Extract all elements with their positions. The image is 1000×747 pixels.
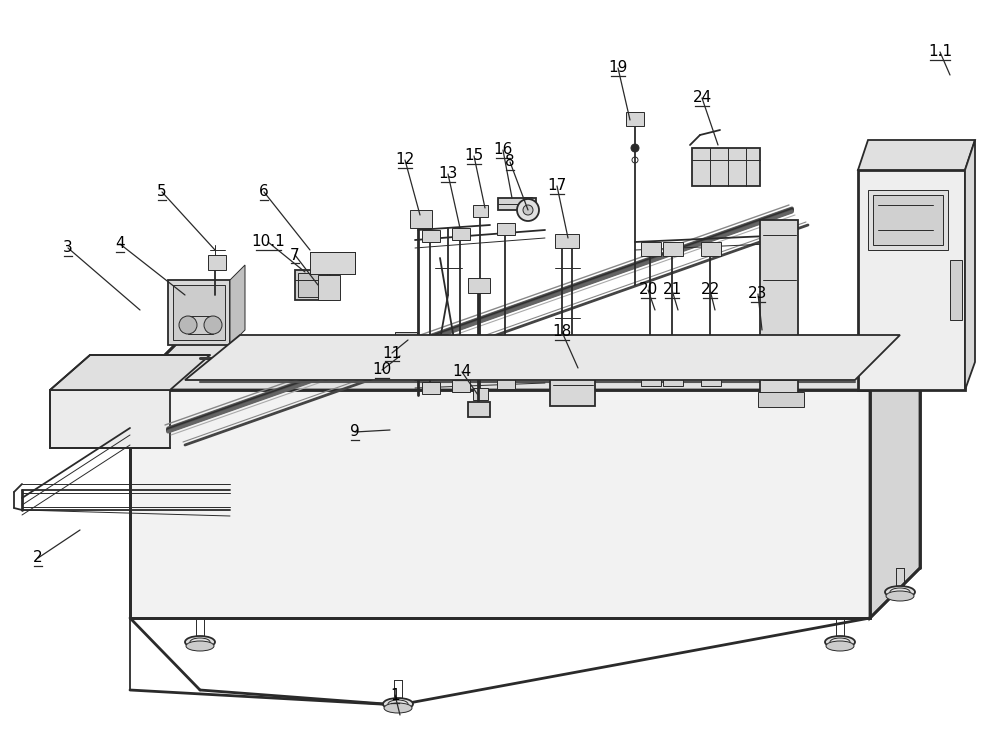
Text: 23: 23 [748,287,768,302]
Polygon shape [173,285,225,340]
Text: 20: 20 [638,282,658,297]
Polygon shape [422,382,440,394]
Polygon shape [497,377,515,389]
Polygon shape [701,242,721,256]
Polygon shape [497,223,515,235]
Ellipse shape [523,205,533,215]
Polygon shape [295,270,330,300]
Polygon shape [185,335,900,380]
Polygon shape [641,372,661,386]
Polygon shape [130,390,870,618]
Text: 14: 14 [452,365,472,379]
Polygon shape [168,280,230,345]
Text: 10.1: 10.1 [251,235,285,249]
Polygon shape [473,388,488,400]
Polygon shape [452,228,470,240]
Ellipse shape [826,641,854,651]
Polygon shape [50,355,210,390]
Polygon shape [870,340,920,618]
Polygon shape [422,230,440,242]
Polygon shape [310,252,355,274]
Text: 12: 12 [395,152,415,167]
Text: 7: 7 [290,247,300,262]
Text: 3: 3 [63,241,73,255]
Polygon shape [950,260,962,320]
Polygon shape [130,340,920,390]
Polygon shape [410,210,432,228]
Polygon shape [395,332,417,352]
Polygon shape [965,140,975,390]
Ellipse shape [179,316,197,334]
Ellipse shape [185,636,215,648]
Polygon shape [298,273,327,297]
Polygon shape [498,198,536,210]
Polygon shape [641,242,661,256]
Polygon shape [760,220,798,395]
Ellipse shape [186,641,214,651]
Text: 9: 9 [350,424,360,439]
Ellipse shape [825,636,855,648]
Polygon shape [758,392,804,407]
Ellipse shape [383,698,413,710]
Ellipse shape [204,316,222,334]
Polygon shape [318,275,340,300]
Ellipse shape [517,199,539,221]
Ellipse shape [886,591,914,601]
Text: 1: 1 [390,687,400,702]
Polygon shape [390,348,422,378]
Polygon shape [663,242,683,256]
Polygon shape [873,195,943,245]
Text: 18: 18 [552,324,572,339]
Text: 4: 4 [115,237,125,252]
Polygon shape [555,390,579,404]
Polygon shape [555,234,579,248]
Text: 22: 22 [700,282,720,297]
Text: 17: 17 [547,179,567,193]
Text: 8: 8 [505,155,515,170]
Polygon shape [208,255,226,270]
Text: 21: 21 [662,282,682,297]
Text: 6: 6 [259,185,269,199]
Polygon shape [858,170,965,390]
Ellipse shape [885,586,915,598]
Polygon shape [50,390,170,448]
Text: 24: 24 [692,90,712,105]
Text: 15: 15 [464,149,484,164]
Polygon shape [230,265,245,345]
Polygon shape [468,278,490,293]
Polygon shape [468,402,490,417]
Text: 5: 5 [157,185,167,199]
Polygon shape [452,380,470,392]
Polygon shape [868,190,948,250]
Text: 11: 11 [382,346,402,361]
Polygon shape [663,372,683,386]
Polygon shape [858,140,975,170]
Text: 1.1: 1.1 [928,45,952,60]
Polygon shape [550,368,595,406]
Text: 16: 16 [493,143,513,158]
Text: 19: 19 [608,61,628,75]
Polygon shape [701,372,721,386]
Polygon shape [626,112,644,126]
Text: 10: 10 [372,362,392,377]
Ellipse shape [631,144,639,152]
Polygon shape [473,205,488,217]
Text: 2: 2 [33,551,43,565]
Text: 13: 13 [438,167,458,182]
Ellipse shape [384,703,412,713]
Polygon shape [692,148,760,186]
